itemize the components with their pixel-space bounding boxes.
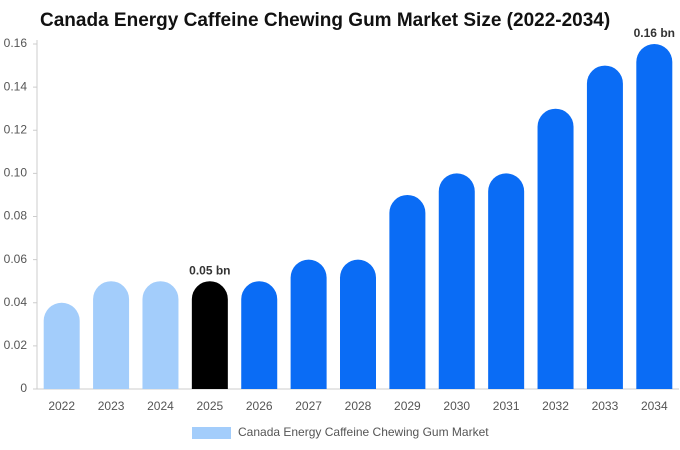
x-tick-label: 2030: [443, 399, 470, 413]
x-tick-label: 2033: [592, 399, 619, 413]
bar: [586, 65, 623, 389]
x-tick-label: 2026: [246, 399, 273, 413]
bar: [241, 281, 278, 389]
bar: [290, 259, 327, 389]
x-tick-label: 2028: [345, 399, 372, 413]
x-tick-label: 2029: [394, 399, 421, 413]
x-tick-label: 2027: [295, 399, 322, 413]
y-tick-label: 0.12: [4, 122, 28, 136]
x-tick-label: 2031: [493, 399, 520, 413]
y-tick-label: 0.06: [4, 252, 28, 266]
chart-title: Canada Energy Caffeine Chewing Gum Marke…: [40, 10, 610, 31]
x-tick-label: 2034: [641, 399, 668, 413]
bar: [93, 281, 130, 389]
bar: [43, 302, 80, 389]
data-label: 0.05 bn: [189, 263, 230, 277]
bar: [636, 44, 673, 389]
y-tick-label: 0.10: [4, 166, 28, 180]
bar: [389, 194, 426, 389]
bar: [488, 173, 525, 389]
x-tick-label: 2023: [98, 399, 125, 413]
bar: [537, 108, 574, 389]
data-label: 0.16 bn: [634, 26, 675, 40]
x-tick-label: 2024: [147, 399, 174, 413]
y-tick-label: 0: [20, 381, 27, 395]
bar: [142, 281, 179, 389]
y-tick-label: 0.08: [4, 209, 28, 223]
bar: [340, 259, 376, 389]
x-tick-label: 2025: [196, 399, 223, 413]
bar: [191, 281, 228, 389]
y-tick-label: 0.16: [4, 36, 28, 50]
y-tick-label: 0.04: [4, 295, 28, 309]
bar: [438, 173, 475, 389]
x-tick-label: 2032: [542, 399, 569, 413]
legend-label: Canada Energy Caffeine Chewing Gum Marke…: [238, 425, 489, 439]
y-tick-label: 0.02: [4, 338, 28, 352]
y-tick-label: 0.14: [4, 79, 28, 93]
x-tick-label: 2022: [48, 399, 75, 413]
legend-swatch: [192, 427, 231, 439]
